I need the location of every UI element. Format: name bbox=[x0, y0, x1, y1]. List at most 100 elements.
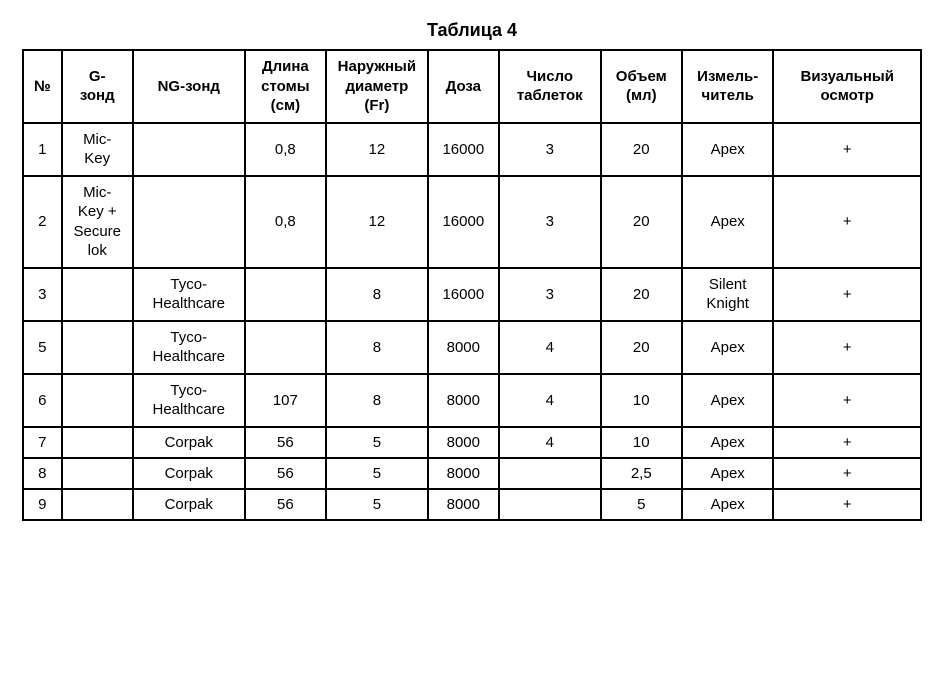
table-cell: 6 bbox=[23, 374, 62, 427]
table-cell bbox=[133, 123, 245, 176]
table-cell bbox=[245, 321, 326, 374]
table-cell: 10 bbox=[601, 374, 682, 427]
table-cell: 8 bbox=[326, 321, 428, 374]
table-cell: Apex bbox=[682, 374, 774, 427]
table-cell: Apex bbox=[682, 123, 774, 176]
table-cell: 56 bbox=[245, 489, 326, 520]
table-cell: Apex bbox=[682, 321, 774, 374]
table-cell bbox=[499, 458, 601, 489]
table-cell: 16000 bbox=[428, 176, 499, 268]
table-cell: Mic-Key bbox=[62, 123, 133, 176]
table-header-cell: Доза bbox=[428, 50, 499, 123]
table-cell: Tyco-Healthcare bbox=[133, 374, 245, 427]
table-row: 7 Corpak5658000410Apex+ bbox=[23, 427, 921, 458]
table-cell: 2 bbox=[23, 176, 62, 268]
table-cell: 0,8 bbox=[245, 123, 326, 176]
table-header-cell: G-зонд bbox=[62, 50, 133, 123]
table-cell: Tyco-Healthcare bbox=[133, 321, 245, 374]
table-cell: Tyco-Healthcare bbox=[133, 268, 245, 321]
table-cell: Corpak bbox=[133, 489, 245, 520]
table-cell: 8000 bbox=[428, 321, 499, 374]
table-header-cell: № bbox=[23, 50, 62, 123]
table-header-cell: Наружныйдиаметр(Fr) bbox=[326, 50, 428, 123]
table-cell: + bbox=[773, 458, 921, 489]
table-cell: 10 bbox=[601, 427, 682, 458]
table-cell: 3 bbox=[499, 268, 601, 321]
table-cell: 5 bbox=[326, 458, 428, 489]
table-cell: 20 bbox=[601, 123, 682, 176]
table-row: 5 Tyco-Healthcare 88000420Apex+ bbox=[23, 321, 921, 374]
table-cell: 12 bbox=[326, 123, 428, 176]
table-cell bbox=[62, 268, 133, 321]
table-cell: Mic-Key +Securelok bbox=[62, 176, 133, 268]
table-row: 3Tyco-Healthcare816000320SilentKnight+ bbox=[23, 268, 921, 321]
table-row: 2Mic-Key +Securelok 0,81216000320Apex+ bbox=[23, 176, 921, 268]
table-cell bbox=[62, 489, 133, 520]
table-cell: 9 bbox=[23, 489, 62, 520]
table-cell: Corpak bbox=[133, 458, 245, 489]
table-cell bbox=[62, 321, 133, 374]
table-cell: SilentKnight bbox=[682, 268, 774, 321]
table-cell: 107 bbox=[245, 374, 326, 427]
table-cell: 3 bbox=[499, 176, 601, 268]
table-cell bbox=[62, 427, 133, 458]
table-cell bbox=[133, 176, 245, 268]
table-cell: Apex bbox=[682, 427, 774, 458]
table-row: 6 Tyco-Healthcare10788000410Apex+ bbox=[23, 374, 921, 427]
table-cell: 2,5 bbox=[601, 458, 682, 489]
table-cell: 3 bbox=[23, 268, 62, 321]
table-cell: 3 bbox=[499, 123, 601, 176]
table-cell: + bbox=[773, 268, 921, 321]
table-header-cell: Измель-читель bbox=[682, 50, 774, 123]
table-cell bbox=[245, 268, 326, 321]
table-cell: + bbox=[773, 176, 921, 268]
table-cell: 8 bbox=[326, 374, 428, 427]
table-cell: 4 bbox=[499, 427, 601, 458]
table-cell: 4 bbox=[499, 374, 601, 427]
table-cell: Apex bbox=[682, 489, 774, 520]
table-cell: + bbox=[773, 123, 921, 176]
table-cell: Corpak bbox=[133, 427, 245, 458]
table-cell: 20 bbox=[601, 176, 682, 268]
table-cell: 56 bbox=[245, 427, 326, 458]
table-cell: Apex bbox=[682, 458, 774, 489]
table-cell: 8000 bbox=[428, 489, 499, 520]
table-cell bbox=[62, 458, 133, 489]
table-cell: + bbox=[773, 489, 921, 520]
table-header-cell: Визуальныйосмотр bbox=[773, 50, 921, 123]
table-title: Таблица 4 bbox=[427, 20, 517, 41]
table-header-cell: NG-зонд bbox=[133, 50, 245, 123]
table-cell: 8000 bbox=[428, 427, 499, 458]
table-cell: 8000 bbox=[428, 458, 499, 489]
table-cell: 20 bbox=[601, 321, 682, 374]
table-cell: 5 bbox=[23, 321, 62, 374]
table-cell: + bbox=[773, 427, 921, 458]
table-cell: 56 bbox=[245, 458, 326, 489]
table-header-row: №G-зондNG-зондДлинастомы(см)Наружныйдиам… bbox=[23, 50, 921, 123]
table-body: 1Mic-Key0,81216000320Apex+2Mic-Key +Secu… bbox=[23, 123, 921, 520]
table-cell: + bbox=[773, 321, 921, 374]
table-cell: 8 bbox=[326, 268, 428, 321]
table-cell: + bbox=[773, 374, 921, 427]
table-cell: 1 bbox=[23, 123, 62, 176]
table-header-cell: Объем(мл) bbox=[601, 50, 682, 123]
table-header-cell: Числотаблеток bbox=[499, 50, 601, 123]
table-cell: 8 bbox=[23, 458, 62, 489]
table-cell: 4 bbox=[499, 321, 601, 374]
table-row: 9Corpak56580005Apex+ bbox=[23, 489, 921, 520]
table-cell: 0,8 bbox=[245, 176, 326, 268]
table-cell: 5 bbox=[326, 489, 428, 520]
table-cell bbox=[499, 489, 601, 520]
table-row: 1Mic-Key 0,81216000320Apex+ bbox=[23, 123, 921, 176]
table-cell: 16000 bbox=[428, 123, 499, 176]
table-row: 8 Corpak5658000 2,5Apex+ bbox=[23, 458, 921, 489]
table-header-cell: Длинастомы(см) bbox=[245, 50, 326, 123]
table-cell: Apex bbox=[682, 176, 774, 268]
table-cell: 7 bbox=[23, 427, 62, 458]
table-cell: 20 bbox=[601, 268, 682, 321]
table-cell: 5 bbox=[601, 489, 682, 520]
table-cell: 12 bbox=[326, 176, 428, 268]
table-cell: 5 bbox=[326, 427, 428, 458]
table-cell: 8000 bbox=[428, 374, 499, 427]
table-cell: 16000 bbox=[428, 268, 499, 321]
